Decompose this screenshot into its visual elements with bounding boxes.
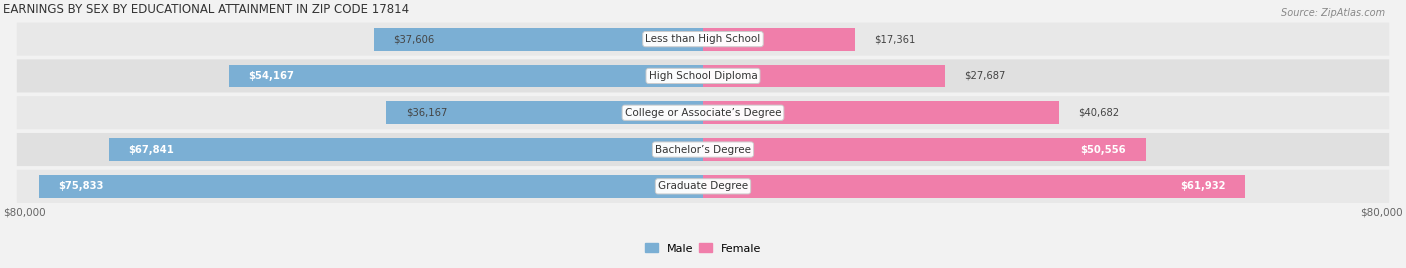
- Text: $61,932: $61,932: [1180, 181, 1226, 191]
- Bar: [374, 28, 703, 51]
- Bar: [703, 175, 1246, 198]
- Bar: [703, 28, 855, 51]
- Text: $36,167: $36,167: [406, 108, 447, 118]
- Text: $67,841: $67,841: [128, 144, 174, 155]
- Legend: Male, Female: Male, Female: [640, 239, 766, 258]
- Text: Graduate Degree: Graduate Degree: [658, 181, 748, 191]
- FancyBboxPatch shape: [17, 59, 1389, 92]
- Text: $17,361: $17,361: [875, 34, 915, 44]
- Bar: [703, 101, 1059, 124]
- Bar: [110, 138, 703, 161]
- FancyBboxPatch shape: [17, 133, 1389, 166]
- FancyBboxPatch shape: [17, 23, 1389, 56]
- Text: $50,556: $50,556: [1081, 144, 1126, 155]
- Text: College or Associate’s Degree: College or Associate’s Degree: [624, 108, 782, 118]
- Bar: [703, 138, 1146, 161]
- Bar: [387, 101, 703, 124]
- Text: $80,000: $80,000: [1361, 208, 1403, 218]
- FancyBboxPatch shape: [17, 170, 1389, 203]
- Text: $40,682: $40,682: [1078, 108, 1119, 118]
- Text: EARNINGS BY SEX BY EDUCATIONAL ATTAINMENT IN ZIP CODE 17814: EARNINGS BY SEX BY EDUCATIONAL ATTAINMEN…: [3, 3, 409, 16]
- Text: $27,687: $27,687: [965, 71, 1005, 81]
- Text: Less than High School: Less than High School: [645, 34, 761, 44]
- Bar: [703, 65, 945, 87]
- Bar: [229, 65, 703, 87]
- Text: $75,833: $75,833: [59, 181, 104, 191]
- Text: $54,167: $54,167: [247, 71, 294, 81]
- FancyBboxPatch shape: [17, 96, 1389, 129]
- Text: $80,000: $80,000: [3, 208, 45, 218]
- Bar: [39, 175, 703, 198]
- Text: $37,606: $37,606: [394, 34, 434, 44]
- Text: High School Diploma: High School Diploma: [648, 71, 758, 81]
- Text: Source: ZipAtlas.com: Source: ZipAtlas.com: [1281, 8, 1385, 18]
- Text: Bachelor’s Degree: Bachelor’s Degree: [655, 144, 751, 155]
